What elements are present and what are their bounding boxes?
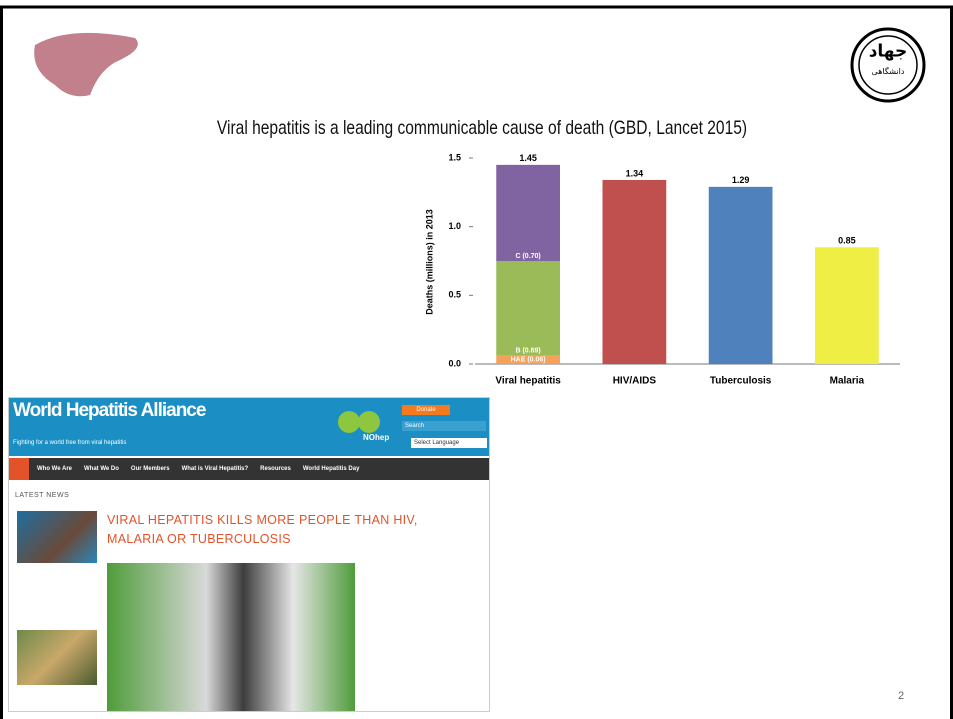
home-button[interactable] [9, 458, 29, 480]
search-box[interactable]: Search [402, 421, 486, 431]
section-label: LATEST NEWS [15, 492, 69, 499]
y-tick-label: 0.0 [448, 358, 461, 368]
slide-title: Viral hepatitis is a leading communicabl… [217, 117, 747, 139]
site-header: World Hepatitis Alliance Fighting for a … [9, 398, 489, 456]
y-tick-label: 1.5 [448, 152, 461, 162]
bar [496, 261, 560, 356]
emblem-subword: دانشگاهی [872, 66, 905, 76]
site-brand: World Hepatitis Alliance [13, 402, 205, 419]
total-label: 0.85 [838, 236, 856, 246]
nav-item[interactable]: Resources [260, 466, 291, 472]
segment-label: HAE (0.06) [511, 357, 546, 364]
emblem-word: جهاد [869, 41, 908, 61]
site-nav: Who We Are What We Do Our Members What is V… [9, 458, 489, 480]
y-axis-label: Deaths (millions) in 2013 [424, 209, 434, 315]
segment-label: C (0.70) [515, 253, 540, 260]
site-tagline: Fighting for a world free from viral hep… [13, 440, 126, 446]
x-tick-label: HIV/AIDS [613, 376, 657, 387]
x-tick-label: Viral hepatitis [495, 376, 561, 387]
website-screenshot: World Hepatitis Alliance Fighting for a … [8, 397, 490, 712]
nohep-logo: NOhep [337, 408, 389, 442]
total-label: 1.34 [626, 168, 644, 178]
nohep-text: NOhep [363, 433, 389, 442]
language-select[interactable]: Select Language [411, 438, 487, 448]
segment-label: B (0.69) [515, 348, 540, 355]
page-number: 2 [898, 690, 904, 702]
x-tick-label: Malaria [830, 376, 865, 387]
total-label: 1.29 [732, 175, 750, 185]
news-thumb[interactable] [17, 630, 97, 685]
nav-item[interactable]: What is Viral Hepatitis? [182, 466, 249, 472]
nav-item[interactable]: Who We Are [37, 466, 72, 472]
nav-item[interactable]: World Hepatitis Day [303, 466, 360, 472]
nav-item[interactable]: What We Do [84, 466, 119, 472]
y-tick-label: 1.0 [448, 221, 461, 231]
donate-button[interactable]: Donate [402, 405, 450, 415]
total-label: 1.45 [519, 153, 537, 163]
emblem [852, 29, 924, 101]
article-photo [107, 563, 355, 712]
bar [496, 165, 560, 261]
x-tick-label: Tuberculosis [710, 376, 772, 387]
news-thumb[interactable] [17, 511, 97, 563]
headline[interactable]: VIRAL HEPATITIS KILLS MORE PEOPLE THAN H… [107, 511, 467, 549]
nav-item[interactable]: Our Members [131, 466, 170, 472]
bar [603, 180, 667, 364]
bar [815, 247, 879, 364]
bar [709, 187, 773, 364]
y-tick-label: 0.5 [448, 290, 461, 300]
